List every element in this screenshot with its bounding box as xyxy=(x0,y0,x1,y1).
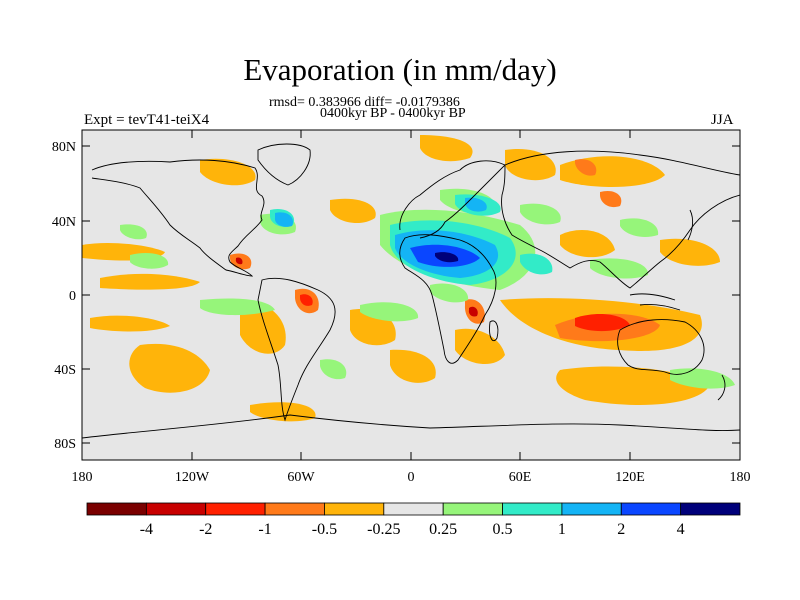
colorbar-label: 0.5 xyxy=(493,521,513,538)
colorbar: -4 -2 -1 -0.5 -0.25 0.25 0.5 1 2 4 xyxy=(86,502,741,538)
colorbar-label: -0.5 xyxy=(312,521,337,538)
lon-label: 180 xyxy=(72,470,93,485)
colorbar-swatch xyxy=(324,502,385,516)
colorbar-swatch xyxy=(502,502,563,516)
colorbar-label: 0.25 xyxy=(429,521,457,538)
map-title: Evaporation (in mm/day) xyxy=(243,52,557,87)
lon-label: 120E xyxy=(615,470,645,485)
lat-label: 40S xyxy=(54,363,76,378)
axis-ticks xyxy=(81,130,741,460)
period-text: 0400kyr BP - 0400kyr BP xyxy=(320,106,466,121)
colorbar-label: 4 xyxy=(677,521,685,538)
lon-label: 180 xyxy=(730,470,751,485)
colorbar-swatch xyxy=(383,502,444,516)
season-label: JJA xyxy=(711,112,734,128)
lon-label: 120W xyxy=(175,470,210,485)
lon-label: 60W xyxy=(287,470,315,485)
colorbar-label: -0.25 xyxy=(367,521,400,538)
colorbar-swatch xyxy=(86,502,147,516)
lat-label: 80N xyxy=(52,140,76,155)
colorbar-label: 2 xyxy=(617,521,625,538)
colorbar-label: -2 xyxy=(199,521,212,538)
colorbar-swatch xyxy=(561,502,622,516)
colorbar-swatch xyxy=(205,502,266,516)
lat-label: 80S xyxy=(54,437,76,452)
anomaly-field xyxy=(82,135,735,422)
lon-label: 60E xyxy=(509,470,532,485)
stats-text: rmsd= 0.383966 diff= -0.0179386 xyxy=(269,95,460,110)
colorbar-label: 1 xyxy=(558,521,566,538)
colorbar-swatch xyxy=(442,502,503,516)
lon-label: 0 xyxy=(408,470,415,485)
lat-label: 0 xyxy=(69,289,76,304)
colorbar-label: -1 xyxy=(258,521,271,538)
colorbar-swatch xyxy=(264,502,325,516)
coastlines xyxy=(82,143,740,439)
experiment-label: Expt = tevT41-teiX4 xyxy=(84,112,210,128)
colorbar-label: -4 xyxy=(140,521,153,538)
colorbar-swatch xyxy=(620,502,682,516)
colorbar-swatch xyxy=(145,502,207,516)
colorbar-swatch xyxy=(680,502,741,516)
lat-label: 40N xyxy=(52,215,76,230)
